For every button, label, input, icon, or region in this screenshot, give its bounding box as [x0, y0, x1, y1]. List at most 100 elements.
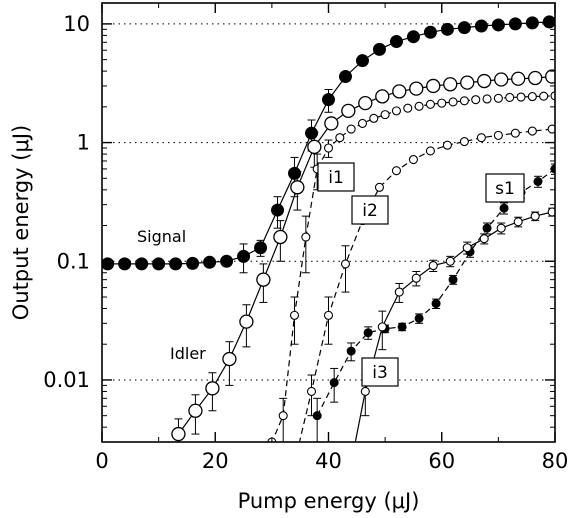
data-point — [347, 459, 355, 467]
data-point — [409, 81, 424, 96]
data-point — [377, 322, 387, 332]
data-point — [290, 180, 305, 195]
data-point — [369, 113, 379, 123]
data-point — [471, 95, 481, 105]
data-point — [496, 223, 506, 233]
data-point — [360, 386, 370, 396]
data-point — [477, 73, 492, 89]
data-point — [550, 91, 555, 101]
data-point — [459, 137, 469, 147]
label-box-s1: s1 — [485, 173, 525, 203]
data-point — [527, 92, 537, 102]
label-box-i1: i1 — [317, 162, 355, 192]
data-point — [222, 351, 237, 367]
data-point — [479, 234, 489, 244]
data-point — [530, 211, 540, 221]
series-layer — [102, 15, 555, 467]
error-bar — [341, 245, 350, 293]
data-point — [358, 95, 373, 111]
data-point — [428, 261, 438, 271]
data-point — [442, 140, 452, 150]
data-point — [389, 35, 403, 49]
series-idler — [171, 69, 555, 442]
data-point — [397, 322, 407, 332]
data-point — [237, 249, 251, 263]
x-tick-label: 60 — [428, 449, 455, 473]
data-point — [513, 217, 523, 227]
data-point — [188, 403, 203, 418]
data-point — [431, 299, 441, 309]
data-point — [256, 272, 271, 287]
data-point — [511, 71, 526, 86]
data-point — [169, 257, 183, 271]
data-point — [312, 411, 322, 421]
data-point — [462, 243, 472, 253]
label-idler: Idler — [170, 344, 206, 363]
x-tick-label: 80 — [542, 449, 569, 473]
data-point — [357, 118, 368, 128]
series-i1 — [267, 91, 555, 442]
label-box-text: i3 — [372, 363, 388, 383]
data-point — [460, 75, 475, 90]
data-point — [346, 124, 356, 134]
x-tick-label: 20 — [202, 449, 229, 473]
data-point — [494, 72, 509, 87]
data-point — [323, 310, 334, 320]
annotations: Signal Idler i1 i2 i3 s1 — [137, 162, 525, 387]
data-point — [391, 106, 402, 116]
x-axis-title: Pump energy (μJ) — [238, 489, 420, 513]
data-point — [482, 223, 492, 233]
data-point — [289, 310, 300, 320]
data-point — [493, 93, 503, 103]
data-point — [440, 22, 454, 36]
data-point — [547, 124, 555, 134]
label-box-frame — [361, 357, 399, 387]
data-point — [508, 17, 522, 31]
y-tick-label: 10 — [63, 12, 90, 36]
data-point — [528, 70, 543, 86]
data-point — [443, 77, 458, 92]
y-tick-label: 1 — [77, 131, 90, 155]
data-point — [445, 256, 455, 266]
data-point — [186, 256, 200, 270]
data-point — [171, 426, 186, 442]
label-signal: Signal — [137, 227, 186, 246]
series-s1 — [312, 163, 555, 442]
series-line-i3 — [354, 211, 553, 442]
x-tick-label: 40 — [315, 449, 342, 473]
data-point — [437, 98, 447, 108]
data-point — [324, 116, 339, 131]
error-bar — [324, 296, 333, 345]
data-point — [474, 19, 488, 33]
label-box-text: s1 — [495, 179, 515, 199]
label-box-frame — [485, 173, 525, 203]
data-point — [205, 381, 220, 396]
data-point — [305, 126, 319, 140]
data-point — [539, 91, 549, 101]
data-point — [516, 92, 526, 102]
plot-frame — [101, 2, 556, 443]
data-point — [394, 287, 404, 297]
x-tick-label: 0 — [95, 449, 108, 473]
data-point — [525, 16, 539, 30]
data-point — [425, 146, 435, 156]
data-point — [323, 143, 334, 153]
data-point — [414, 313, 424, 323]
y-tick-label: 0.1 — [57, 249, 90, 273]
data-point — [403, 103, 413, 113]
label-box-frame — [317, 162, 355, 192]
data-point — [411, 273, 421, 283]
y-axis-title: Output energy (μJ) — [9, 125, 33, 320]
data-point — [408, 154, 418, 165]
data-point — [301, 232, 311, 242]
y-tick-label: 0.01 — [43, 368, 90, 392]
data-point — [239, 314, 254, 329]
data-point — [338, 70, 352, 84]
data-point — [448, 97, 458, 107]
data-point — [533, 176, 543, 186]
data-point — [380, 110, 390, 120]
data-point — [499, 203, 509, 213]
axis-ticks — [101, 3, 556, 443]
label-box-i3: i3 — [361, 357, 399, 387]
